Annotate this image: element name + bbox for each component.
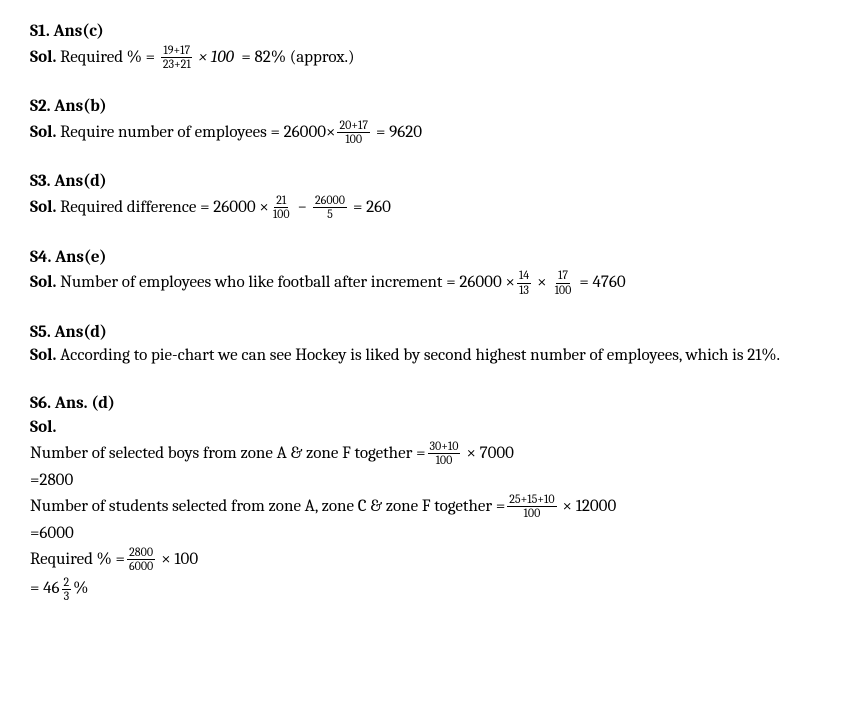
s2-frac-den: 100 bbox=[343, 133, 364, 146]
s3-fraction1: 21 100 bbox=[271, 194, 292, 221]
s6-sol-label: Sol. bbox=[30, 416, 815, 440]
s6-line1-frac-num: 30+10 bbox=[428, 440, 461, 454]
s1-prefix: Required % = bbox=[56, 46, 158, 70]
s2-line: Sol. Require number of employees = 26000… bbox=[30, 119, 815, 146]
s1-sol-label: Sol. bbox=[30, 46, 56, 70]
s3-frac1-num: 21 bbox=[274, 194, 288, 208]
s4-result: = 4760 bbox=[579, 271, 625, 295]
s2-frac-num: 20+17 bbox=[337, 119, 370, 133]
s4-fraction2: 17 100 bbox=[553, 269, 574, 296]
s3-frac2-num: 26000 bbox=[313, 194, 347, 208]
s6-line1-after: × 7000 bbox=[466, 442, 514, 466]
s3-minus: − bbox=[298, 196, 307, 220]
s2-fraction: 20+17 100 bbox=[337, 119, 370, 146]
s1-result: = 82% (approx.) bbox=[234, 46, 355, 70]
solution-s6: S6. Ans. (d) Sol. Number of selected boy… bbox=[30, 392, 815, 603]
s6-line3-frac-den: 100 bbox=[522, 507, 543, 520]
s4-prefix: Number of employees who like football af… bbox=[56, 271, 515, 295]
s3-fraction2: 26000 5 bbox=[313, 194, 347, 221]
s6-line5: Required % = 2800 6000 × 100 bbox=[30, 546, 815, 573]
s3-frac2-den: 5 bbox=[325, 208, 335, 221]
s4-frac2-den: 100 bbox=[553, 284, 574, 297]
s6-line3-frac-num: 25+15+10 bbox=[507, 493, 556, 507]
s6-line3: Number of students selected from zone A,… bbox=[30, 493, 815, 520]
s6-line6-fraction: 2 3 bbox=[62, 576, 72, 603]
s6-line5-prefix: Required % = bbox=[30, 548, 125, 572]
s6-line3-fraction: 25+15+10 100 bbox=[507, 493, 556, 520]
s6-line4: =6000 bbox=[30, 522, 815, 546]
s6-line1: Number of selected boys from zone A & zo… bbox=[30, 440, 815, 467]
s4-frac1-num: 14 bbox=[517, 269, 531, 283]
s1-line: Sol. Required % = 19+17 23+21 × 100 = 82… bbox=[30, 44, 815, 71]
solution-s3: S3. Ans(d) Sol. Required difference = 26… bbox=[30, 170, 815, 221]
s2-prefix: Require number of employees = 26000× bbox=[56, 121, 335, 145]
s3-heading: S3. Ans(d) bbox=[30, 170, 815, 194]
solution-s1: S1. Ans(c) Sol. Required % = 19+17 23+21… bbox=[30, 20, 815, 71]
s6-line6: = 46 2 3 % bbox=[30, 576, 815, 603]
s4-times: × bbox=[537, 271, 546, 295]
s4-heading: S4. Ans(e) bbox=[30, 246, 815, 270]
s6-line6-frac-num: 2 bbox=[62, 576, 72, 590]
s3-line: Sol. Required difference = 26000 × 21 10… bbox=[30, 194, 815, 221]
s6-line5-frac-den: 6000 bbox=[127, 560, 155, 573]
s6-line5-frac-num: 2800 bbox=[127, 546, 155, 560]
s6-line1-frac-den: 100 bbox=[434, 454, 455, 467]
s6-line5-after: × 100 bbox=[161, 548, 198, 572]
solution-s2: S2. Ans(b) Sol. Require number of employ… bbox=[30, 95, 815, 146]
s6-line3-after: × 12000 bbox=[563, 495, 617, 519]
s6-line6-after: % bbox=[73, 577, 88, 601]
s5-sol-label: Sol. bbox=[30, 346, 56, 365]
s3-sol-label: Sol. bbox=[30, 196, 56, 220]
s1-fraction: 19+17 23+21 bbox=[161, 44, 193, 71]
s2-sol-label: Sol. bbox=[30, 121, 56, 145]
s5-heading: S5. Ans(d) bbox=[30, 321, 815, 345]
s6-heading: S6. Ans. (d) bbox=[30, 392, 815, 416]
solution-s4: S4. Ans(e) Sol. Number of employees who … bbox=[30, 246, 815, 297]
s5-text-line: Sol. According to pie-chart we can see H… bbox=[30, 344, 790, 368]
s2-heading: S2. Ans(b) bbox=[30, 95, 815, 119]
s6-line1-prefix: Number of selected boys from zone A & zo… bbox=[30, 442, 426, 466]
s1-frac-num: 19+17 bbox=[161, 44, 192, 58]
s3-frac1-den: 100 bbox=[271, 208, 292, 221]
s4-line: Sol. Number of employees who like footba… bbox=[30, 269, 815, 296]
s3-prefix: Required difference = 26000 × bbox=[56, 196, 268, 220]
s6-line1-fraction: 30+10 100 bbox=[428, 440, 461, 467]
s2-result: = 9620 bbox=[376, 121, 422, 145]
s4-fraction1: 14 13 bbox=[517, 269, 531, 296]
s3-result: = 260 bbox=[353, 196, 391, 220]
s1-frac-den: 23+21 bbox=[161, 58, 193, 71]
s6-line5-fraction: 2800 6000 bbox=[127, 546, 155, 573]
s6-line6-prefix: = 46 bbox=[30, 577, 60, 601]
s4-sol-label: Sol. bbox=[30, 271, 56, 295]
s1-heading: S1. Ans(c) bbox=[30, 20, 815, 44]
s4-frac1-den: 13 bbox=[517, 284, 531, 297]
s6-line3-prefix: Number of students selected from zone A,… bbox=[30, 495, 505, 519]
s6-line2: =2800 bbox=[30, 469, 815, 493]
s4-frac2-num: 17 bbox=[556, 269, 570, 283]
s6-line6-frac-den: 3 bbox=[62, 590, 72, 603]
s1-after-frac: × 100 bbox=[199, 46, 234, 70]
s5-text: According to pie-chart we can see Hockey… bbox=[56, 346, 780, 365]
solution-s5: S5. Ans(d) Sol. According to pie-chart w… bbox=[30, 321, 815, 369]
